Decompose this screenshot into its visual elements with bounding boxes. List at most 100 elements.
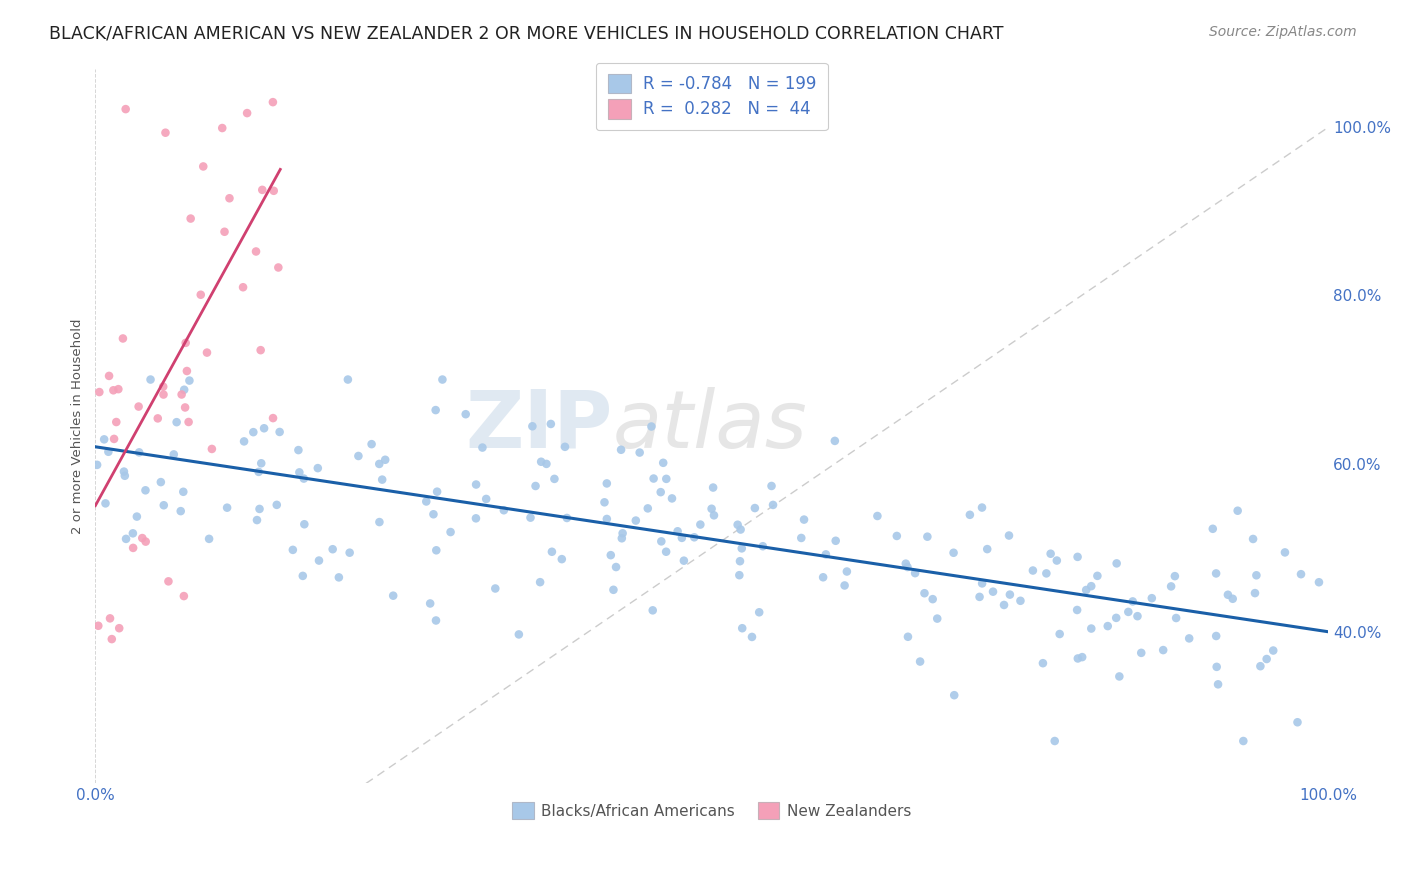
Point <box>1035 566 1057 581</box>
Point <box>125 509 148 524</box>
Point <box>179 374 201 388</box>
Point <box>152 498 174 512</box>
Point <box>1164 569 1187 583</box>
Point <box>672 554 695 568</box>
Point <box>232 280 254 294</box>
Point <box>942 546 965 560</box>
Point <box>981 584 1004 599</box>
Point <box>1043 734 1066 748</box>
Point <box>252 183 274 197</box>
Point <box>1067 651 1090 665</box>
Point <box>214 225 236 239</box>
Point <box>269 425 291 439</box>
Text: Source: ZipAtlas.com: Source: ZipAtlas.com <box>1209 25 1357 39</box>
Point <box>247 465 270 479</box>
Point <box>195 345 218 359</box>
Point <box>155 126 177 140</box>
Point <box>508 627 530 641</box>
Point <box>128 445 150 459</box>
Point <box>382 589 405 603</box>
Point <box>114 102 136 116</box>
Point <box>177 415 200 429</box>
Point <box>610 531 633 545</box>
Point <box>1080 622 1102 636</box>
Point <box>814 548 837 562</box>
Point <box>970 500 993 515</box>
Point <box>624 514 647 528</box>
Point <box>336 373 359 387</box>
Point <box>98 611 121 625</box>
Point <box>131 531 153 545</box>
Point <box>671 531 693 545</box>
Point <box>1205 660 1227 674</box>
Point <box>454 407 477 421</box>
Point <box>170 387 193 401</box>
Point <box>1226 504 1249 518</box>
Point <box>149 475 172 489</box>
Point <box>612 526 634 541</box>
Point <box>1308 575 1330 590</box>
Point <box>233 434 256 449</box>
Point <box>114 468 136 483</box>
Point <box>540 417 562 431</box>
Text: atlas: atlas <box>613 387 808 465</box>
Point <box>811 570 834 584</box>
Point <box>262 411 284 425</box>
Point <box>896 560 918 574</box>
Point <box>103 432 125 446</box>
Point <box>666 524 689 539</box>
Point <box>602 582 624 597</box>
Point <box>727 517 749 532</box>
Point <box>972 576 994 591</box>
Point <box>1049 627 1071 641</box>
Point <box>122 541 145 555</box>
Point <box>439 524 461 539</box>
Point <box>1241 532 1264 546</box>
Point <box>415 494 437 508</box>
Point <box>886 529 908 543</box>
Point <box>1216 588 1239 602</box>
Point <box>834 578 856 592</box>
Point <box>599 548 621 562</box>
Point <box>425 614 447 628</box>
Point <box>793 513 815 527</box>
Point <box>86 458 108 472</box>
Point <box>174 401 197 415</box>
Point <box>551 552 574 566</box>
Point <box>180 211 202 226</box>
Point <box>1232 734 1254 748</box>
Point <box>866 508 889 523</box>
Point <box>1289 567 1312 582</box>
Point <box>1205 566 1227 581</box>
Point <box>111 331 134 345</box>
Point <box>174 335 197 350</box>
Point <box>1080 579 1102 593</box>
Point <box>1046 553 1069 567</box>
Point <box>1105 611 1128 625</box>
Point <box>139 373 162 387</box>
Point <box>152 379 174 393</box>
Point <box>637 501 659 516</box>
Point <box>267 260 290 275</box>
Point <box>97 444 120 458</box>
Point <box>1222 591 1244 606</box>
Point <box>702 481 724 495</box>
Point <box>655 472 678 486</box>
Point <box>146 411 169 425</box>
Point <box>519 510 541 524</box>
Point <box>193 160 215 174</box>
Point <box>541 545 564 559</box>
Point <box>536 457 558 471</box>
Point <box>308 553 330 567</box>
Point <box>128 400 150 414</box>
Point <box>522 419 544 434</box>
Point <box>790 531 813 545</box>
Point <box>914 586 936 600</box>
Point <box>425 543 447 558</box>
Point <box>1039 547 1062 561</box>
Point <box>471 441 494 455</box>
Point <box>87 619 110 633</box>
Point <box>596 476 619 491</box>
Text: ZIP: ZIP <box>465 387 613 465</box>
Point <box>689 517 711 532</box>
